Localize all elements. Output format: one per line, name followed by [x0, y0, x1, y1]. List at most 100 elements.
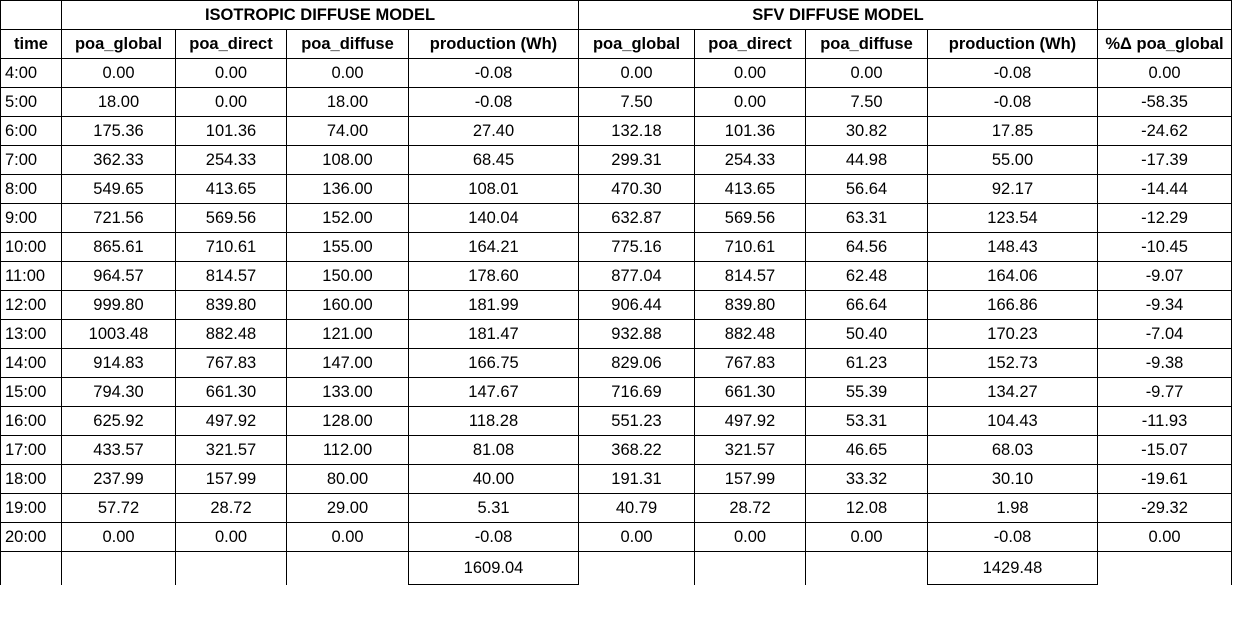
cell-iso-poa-diffuse: 121.00	[286, 319, 409, 349]
col-header-sfv-poa-global: poa_global	[578, 29, 695, 59]
cell-iso-poa-direct: 157.99	[175, 464, 287, 494]
cell-time: 18:00	[0, 464, 62, 494]
cell-iso-production: 147.67	[408, 377, 579, 407]
cell-sfv-poa-global: 632.87	[578, 203, 695, 233]
cell-sfv-production: 104.43	[927, 406, 1098, 436]
cell-sfv-poa-diffuse: 46.65	[805, 435, 928, 465]
cell-sfv-poa-diffuse: 63.31	[805, 203, 928, 233]
cell-iso-poa-direct: 882.48	[175, 319, 287, 349]
total-sfv-production: 1429.48	[927, 551, 1098, 585]
cell-iso-production: 181.47	[408, 319, 579, 349]
group-header-isotropic: ISOTROPIC DIFFUSE MODEL	[61, 0, 579, 30]
cell-sfv-production: 17.85	[927, 116, 1098, 146]
cell-iso-poa-global: 175.36	[61, 116, 176, 146]
cell-iso-production: 118.28	[408, 406, 579, 436]
cell-iso-production: 108.01	[408, 174, 579, 204]
cell-sfv-production: -0.08	[927, 522, 1098, 552]
cell-iso-poa-diffuse: 155.00	[286, 232, 409, 262]
totals-blank	[1097, 551, 1232, 585]
cell-iso-production: 140.04	[408, 203, 579, 233]
cell-sfv-poa-diffuse: 7.50	[805, 87, 928, 117]
cell-iso-poa-direct: 101.36	[175, 116, 287, 146]
cell-sfv-poa-diffuse: 0.00	[805, 522, 928, 552]
col-header-iso-production: production (Wh)	[408, 29, 579, 59]
group-header-blank	[1097, 0, 1232, 30]
cell-sfv-poa-diffuse: 30.82	[805, 116, 928, 146]
cell-iso-poa-diffuse: 136.00	[286, 174, 409, 204]
cell-iso-poa-global: 794.30	[61, 377, 176, 407]
cell-iso-poa-direct: 767.83	[175, 348, 287, 378]
cell-time: 12:00	[0, 290, 62, 320]
cell-iso-poa-global: 237.99	[61, 464, 176, 494]
cell-iso-production: 81.08	[408, 435, 579, 465]
table-row: 19:00 57.72 28.72 29.00 5.31 40.79 28.72 12.08 1…	[0, 493, 1232, 523]
totals-blank	[0, 551, 62, 585]
cell-sfv-poa-diffuse: 50.40	[805, 319, 928, 349]
cell-iso-poa-diffuse: 108.00	[286, 145, 409, 175]
group-header-sfv: SFV DIFFUSE MODEL	[578, 0, 1098, 30]
cell-iso-production: 27.40	[408, 116, 579, 146]
cell-pct-change: -14.44	[1097, 174, 1232, 204]
cell-sfv-production: -0.08	[927, 87, 1098, 117]
cell-sfv-production: 164.06	[927, 261, 1098, 291]
table-row: 4:00 0.00 0.00 0.00 -0.08 0.00 0.00 0.00 -0.08 0.…	[0, 58, 1232, 88]
cell-pct-change: -9.77	[1097, 377, 1232, 407]
cell-iso-poa-diffuse: 150.00	[286, 261, 409, 291]
cell-iso-production: -0.08	[408, 522, 579, 552]
column-header-row: time poa_global poa_direct poa_diffuse p…	[0, 29, 1232, 59]
cell-sfv-production: 134.27	[927, 377, 1098, 407]
cell-sfv-poa-direct: 28.72	[694, 493, 806, 523]
cell-sfv-poa-global: 716.69	[578, 377, 695, 407]
cell-iso-poa-global: 0.00	[61, 522, 176, 552]
cell-sfv-poa-direct: 0.00	[694, 522, 806, 552]
table-row: 7:00 362.33 254.33 108.00 68.45 299.31 254.33 4…	[0, 145, 1232, 175]
cell-sfv-poa-global: 0.00	[578, 58, 695, 88]
cell-time: 9:00	[0, 203, 62, 233]
table-row: 14:00 914.83 767.83 147.00 166.75 829.06 767.8…	[0, 348, 1232, 378]
totals-blank	[175, 551, 287, 585]
cell-iso-poa-direct: 0.00	[175, 522, 287, 552]
cell-time: 19:00	[0, 493, 62, 523]
table-row: 18:00 237.99 157.99 80.00 40.00 191.31 157.99 3…	[0, 464, 1232, 494]
cell-iso-production: 40.00	[408, 464, 579, 494]
totals-blank	[805, 551, 928, 585]
cell-pct-change: -17.39	[1097, 145, 1232, 175]
cell-pct-change: -7.04	[1097, 319, 1232, 349]
cell-pct-change: -15.07	[1097, 435, 1232, 465]
cell-pct-change: -29.32	[1097, 493, 1232, 523]
table-row: 16:00 625.92 497.92 128.00 118.28 551.23 497.9…	[0, 406, 1232, 436]
cell-sfv-production: 30.10	[927, 464, 1098, 494]
cell-sfv-poa-global: 877.04	[578, 261, 695, 291]
cell-iso-poa-global: 999.80	[61, 290, 176, 320]
table-row: 17:00 433.57 321.57 112.00 81.08 368.22 321.57…	[0, 435, 1232, 465]
cell-sfv-production: 55.00	[927, 145, 1098, 175]
col-header-iso-poa-global: poa_global	[61, 29, 176, 59]
cell-sfv-poa-global: 299.31	[578, 145, 695, 175]
cell-iso-poa-direct: 28.72	[175, 493, 287, 523]
cell-sfv-poa-diffuse: 12.08	[805, 493, 928, 523]
cell-iso-poa-diffuse: 0.00	[286, 522, 409, 552]
data-table: ISOTROPIC DIFFUSE MODEL SFV DIFFUSE MODE…	[0, 0, 1232, 585]
col-header-sfv-poa-direct: poa_direct	[694, 29, 806, 59]
table-row: 8:00 549.65 413.65 136.00 108.01 470.30 413.65…	[0, 174, 1232, 204]
totals-blank	[578, 551, 695, 585]
cell-sfv-poa-global: 191.31	[578, 464, 695, 494]
cell-iso-poa-global: 57.72	[61, 493, 176, 523]
cell-sfv-poa-direct: 0.00	[694, 87, 806, 117]
cell-sfv-poa-global: 932.88	[578, 319, 695, 349]
cell-sfv-poa-diffuse: 44.98	[805, 145, 928, 175]
cell-pct-change: -19.61	[1097, 464, 1232, 494]
cell-pct-change: -9.38	[1097, 348, 1232, 378]
cell-iso-poa-global: 625.92	[61, 406, 176, 436]
cell-sfv-poa-global: 906.44	[578, 290, 695, 320]
col-header-time: time	[0, 29, 62, 59]
col-header-sfv-production: production (Wh)	[927, 29, 1098, 59]
cell-pct-change: -12.29	[1097, 203, 1232, 233]
cell-sfv-poa-diffuse: 0.00	[805, 58, 928, 88]
cell-iso-production: -0.08	[408, 58, 579, 88]
cell-sfv-production: 92.17	[927, 174, 1098, 204]
cell-iso-poa-global: 865.61	[61, 232, 176, 262]
cell-iso-production: 68.45	[408, 145, 579, 175]
cell-sfv-production: 148.43	[927, 232, 1098, 262]
cell-iso-poa-diffuse: 29.00	[286, 493, 409, 523]
